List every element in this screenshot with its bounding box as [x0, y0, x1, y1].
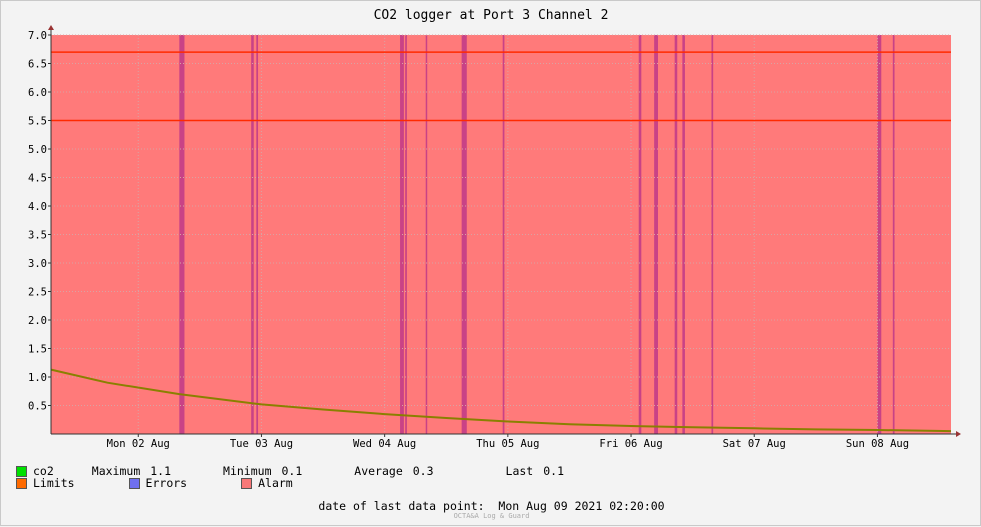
limits-legend-label: Limits: [33, 476, 75, 490]
co2-swatch: [16, 465, 27, 477]
y-tick-label: 5.0: [28, 144, 47, 156]
footer-brand: OCTA&A Log & Guard: [453, 512, 530, 520]
limits-swatch: [16, 477, 27, 489]
x-tick-label: Fri 06 Aug: [599, 438, 662, 450]
average-label: Average: [354, 464, 403, 478]
average-value: 0.3: [412, 464, 434, 478]
x-tick-label: Sun 08 Aug: [846, 438, 909, 450]
alarm-band: [654, 35, 658, 434]
y-tick-label: 1.5: [28, 344, 47, 356]
alarm-swatch: [241, 477, 253, 489]
x-axis-arrow: [956, 431, 961, 437]
series-line-co2: [50, 368, 952, 433]
y-tick-label: 2.5: [28, 287, 47, 299]
minimum-value: 0.1: [281, 464, 303, 478]
last-data-point-value: Mon Aug 09 2021 02:20:00: [498, 499, 665, 513]
alarm-band: [638, 35, 642, 434]
alarm-band: [502, 35, 505, 434]
legend-alarm: Alarm: [241, 476, 293, 490]
x-tick-label: Sat 07 Aug: [723, 438, 786, 450]
y-axis-arrow: [48, 25, 54, 30]
alarm-band: [400, 35, 404, 434]
alarm-band: [405, 35, 407, 434]
y-tick-label: 5.5: [28, 116, 47, 128]
x-tick-label: Thu 05 Aug: [476, 438, 539, 450]
last-label: Last: [505, 464, 534, 478]
plot-area: 0.5 1.0 1.5 2.0 2.5 3.0 3.5 4.0 4.5 5.0 5.5 6.0 6.5 7…: [28, 25, 961, 450]
alarm-band: [711, 35, 714, 434]
x-tick-label: Wed 04 Aug: [353, 438, 416, 450]
chart-title: CO2 logger at Port 3 Channel 2: [374, 8, 609, 23]
y-tick-label: 6.5: [28, 59, 47, 71]
last-value: 0.1: [543, 464, 565, 478]
last-data-point-label: date of last data point:: [318, 499, 485, 513]
y-tick-label: 2.0: [28, 315, 47, 327]
maximum-label: Maximum: [91, 464, 141, 478]
legend-row-status: Limits Errors Alarm: [16, 476, 321, 490]
legend-errors: Errors: [128, 476, 188, 490]
y-tick-label: 4.0: [28, 201, 47, 213]
alarm-band: [256, 35, 259, 434]
y-tick-label: 0.5: [28, 401, 47, 413]
alarm-band: [892, 35, 895, 434]
maximum-value: 1.1: [150, 464, 172, 478]
errors-legend-label: Errors: [145, 476, 188, 490]
y-tick-label: 3.0: [28, 258, 47, 270]
legend-limits: Limits: [16, 476, 75, 490]
x-tick-label: Tue 03 Aug: [230, 438, 293, 450]
y-tick-label: 6.0: [28, 87, 47, 99]
co2-legend-label: co2: [33, 464, 54, 478]
x-tick-label: Mon 02 Aug: [107, 438, 170, 450]
alarm-band: [682, 35, 685, 434]
minimum-label: Minimum: [223, 464, 272, 478]
errors-swatch: [128, 477, 140, 489]
legend-row-series: co2 Maximum 1.1 Minimum 0.1 Average 0.3 …: [16, 464, 564, 478]
alarm-legend-label: Alarm: [258, 476, 293, 490]
y-tick-label: 3.5: [28, 230, 47, 242]
alarm-band: [179, 35, 185, 434]
y-tick-label: 4.5: [28, 173, 47, 185]
y-tick-label: 1.0: [28, 372, 47, 384]
last-data-point: date of last data point: Mon Aug 09 2021…: [1, 499, 981, 513]
y-tick-label: 7.0: [28, 30, 47, 42]
alarm-band: [461, 35, 467, 434]
